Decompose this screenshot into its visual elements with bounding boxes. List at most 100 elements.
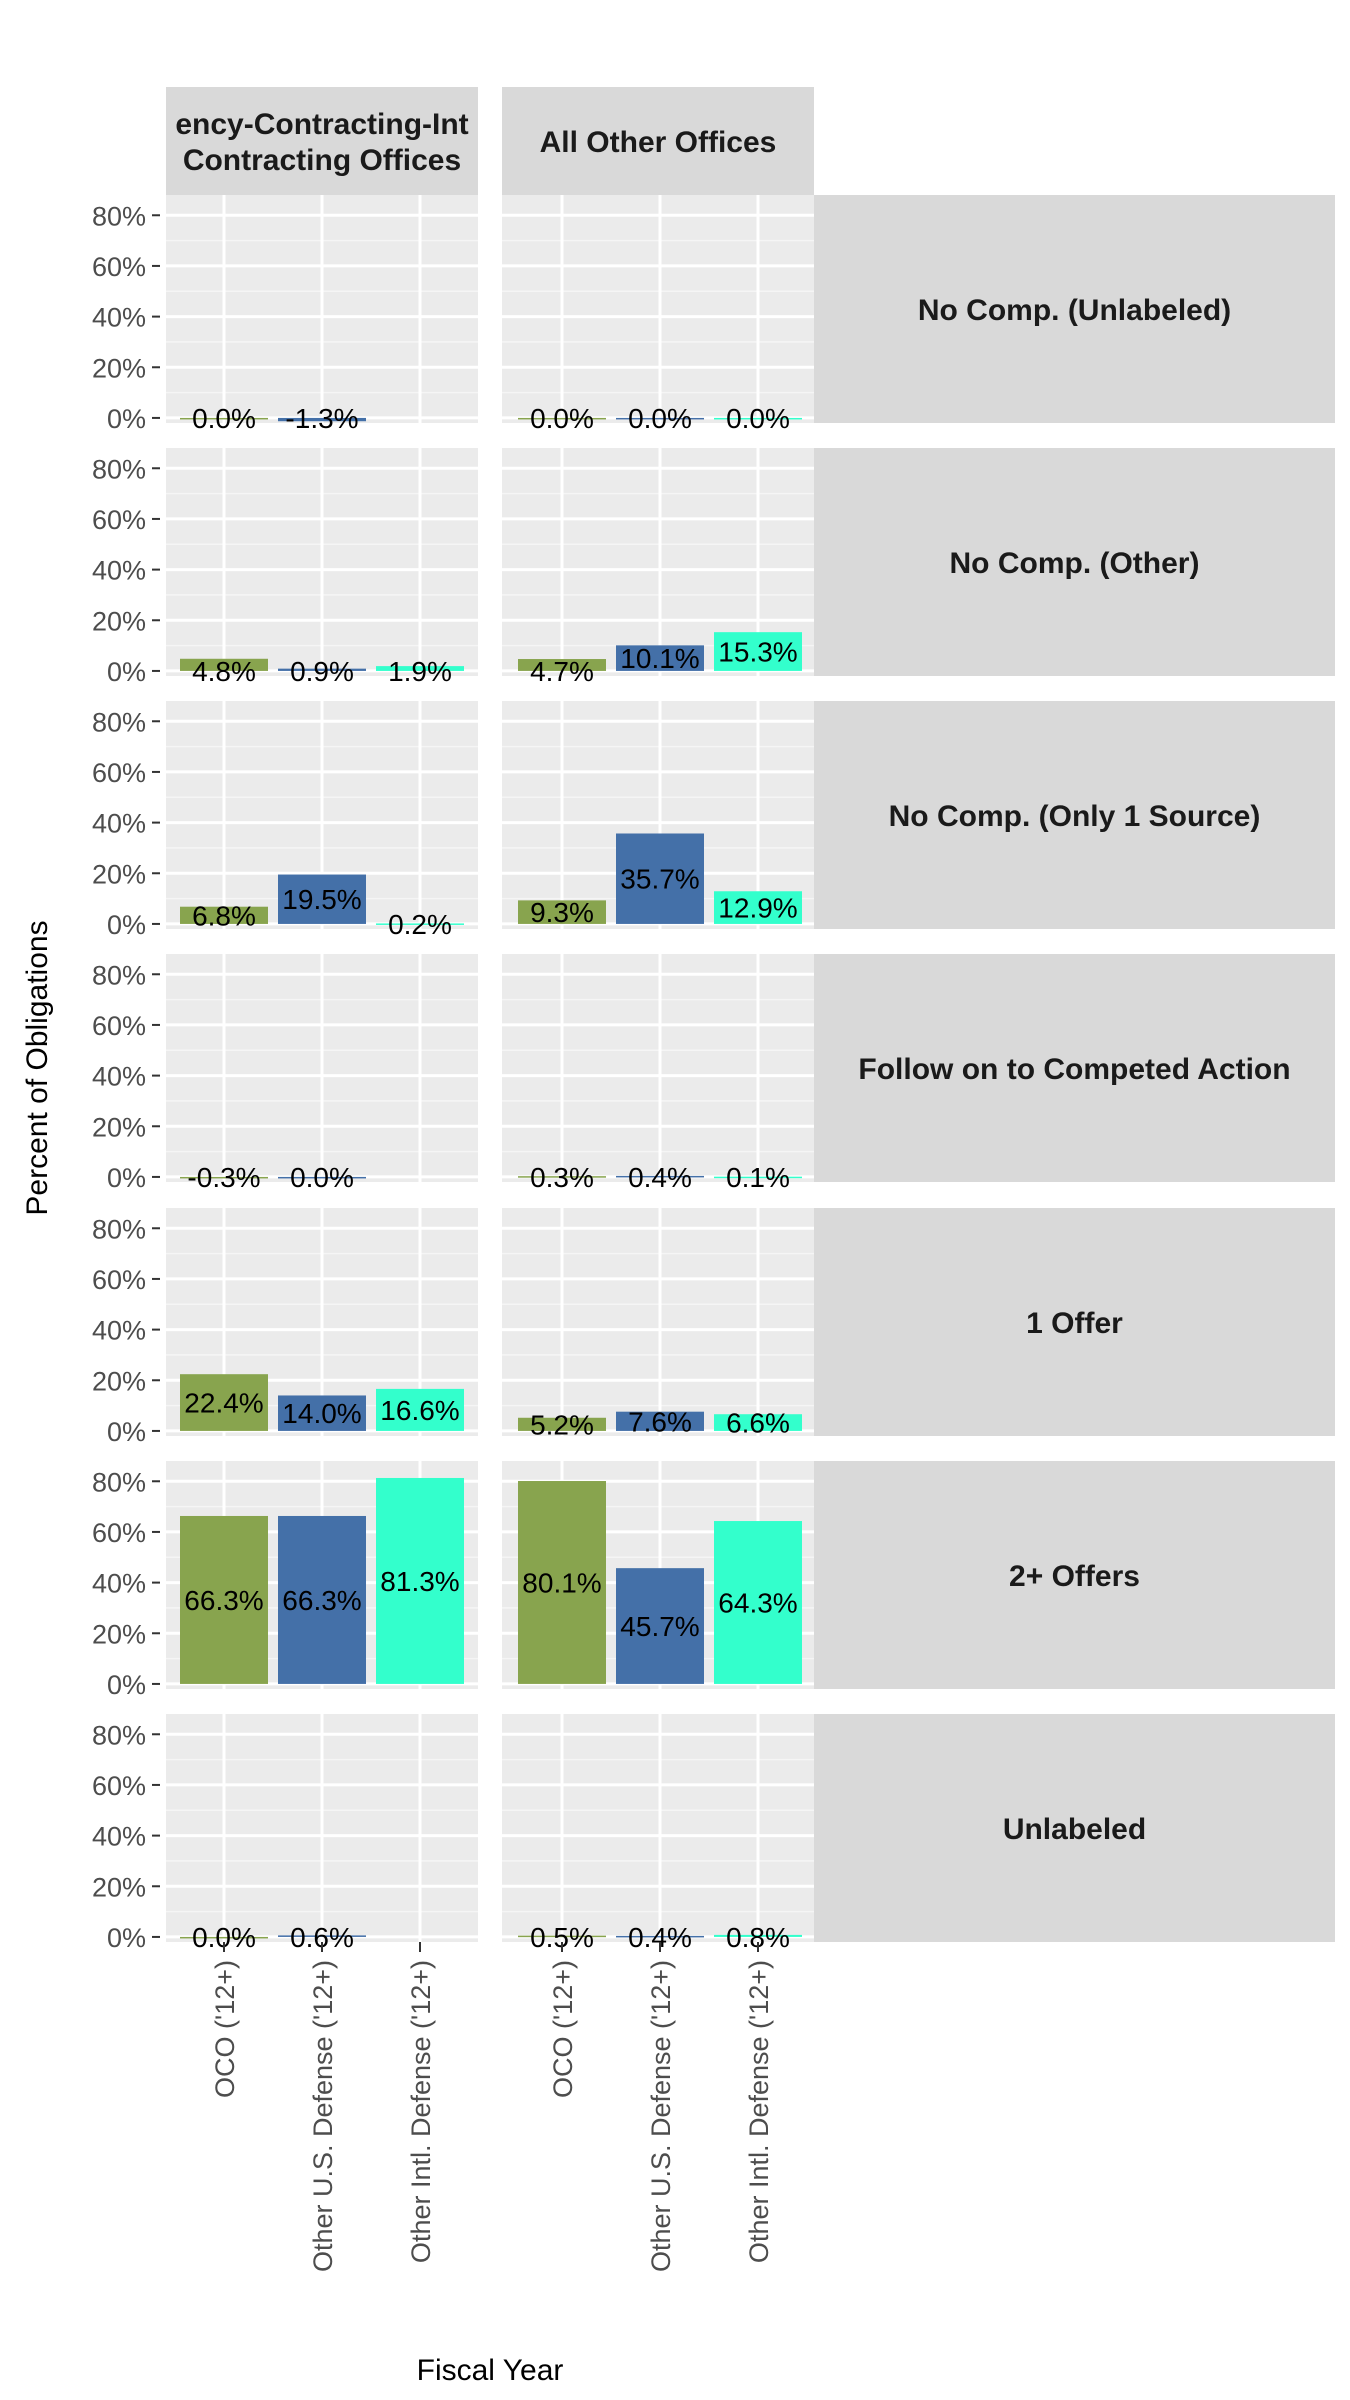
y-tick-label: 0% [107, 910, 146, 940]
data-label: 0.0% [628, 403, 692, 434]
bar [616, 1568, 704, 1684]
x-tick-label: OCO ('12+) [210, 1960, 240, 2098]
y-axis-title: Percent of Obligations [21, 920, 54, 1215]
data-label: 0.0% [192, 403, 256, 434]
bar [278, 1935, 366, 1937]
data-label: 10.1% [620, 643, 699, 674]
data-label: 0.2% [388, 909, 452, 940]
bar [714, 891, 802, 924]
data-label: 0.1% [726, 1162, 790, 1193]
bar [180, 1515, 268, 1684]
y-tick-label: 40% [92, 809, 146, 839]
data-label: 64.3% [718, 1587, 797, 1618]
y-tick-label: 0% [107, 1670, 146, 1700]
y-tick-label: 0% [107, 1417, 146, 1447]
row-strip-label: 1 Offer [1026, 1307, 1123, 1340]
column-strip-1 [502, 87, 814, 195]
y-tick-label: 40% [92, 1062, 146, 1092]
x-tick-label: Other Intl. Defense ('12+) [744, 1960, 774, 2263]
y-tick-label: 80% [92, 201, 146, 231]
data-label: -1.3% [285, 403, 358, 434]
data-label: 66.3% [282, 1585, 361, 1616]
bar [376, 1477, 464, 1684]
bar [180, 1374, 268, 1431]
data-label: 12.9% [718, 893, 797, 924]
bar [278, 874, 366, 924]
y-tick-label: 60% [92, 252, 146, 282]
bar [518, 417, 606, 420]
data-label: 9.3% [530, 897, 594, 928]
x-tick-label: Other Intl. Defense ('12+) [406, 1960, 436, 2263]
data-label: 0.0% [726, 403, 790, 434]
bar [180, 417, 268, 420]
bar [278, 1515, 366, 1684]
x-tick-label: Other U.S. Defense ('12+) [308, 1960, 338, 2272]
panel-background [502, 1208, 814, 1436]
bar [180, 1176, 268, 1179]
row-strip-label: Unlabeled [1003, 1813, 1146, 1846]
bar [278, 668, 366, 671]
y-tick-label: 20% [92, 1872, 146, 1902]
bar [518, 900, 606, 924]
y-tick-label: 60% [92, 1771, 146, 1801]
y-tick-label: 0% [107, 404, 146, 434]
bar [616, 1411, 704, 1431]
y-tick-label: 40% [92, 1822, 146, 1852]
x-tick-label: Other U.S. Defense ('12+) [646, 1960, 676, 2272]
column-strip-label: Contracting Offices [183, 144, 461, 177]
bar [376, 923, 464, 925]
bar [180, 906, 268, 924]
bar [714, 1521, 802, 1684]
column-strip-label: All Other Offices [540, 126, 777, 159]
data-label: 0.3% [530, 1162, 594, 1193]
y-tick-label: 0% [107, 1163, 146, 1193]
y-tick-label: 80% [92, 707, 146, 737]
row-strip [814, 1461, 1335, 1689]
y-tick-label: 80% [92, 1467, 146, 1497]
y-tick-label: 20% [92, 353, 146, 383]
y-tick-label: 40% [92, 1316, 146, 1346]
data-label: 4.7% [530, 656, 594, 687]
bar [714, 417, 802, 420]
x-axis-title: Fiscal Year [417, 2354, 564, 2387]
y-tick-label: 60% [92, 505, 146, 535]
y-tick-label: 80% [92, 960, 146, 990]
data-label: 80.1% [522, 1567, 601, 1598]
bar [180, 1936, 268, 1939]
data-label: 19.5% [282, 884, 361, 915]
data-label: 15.3% [718, 637, 797, 668]
bar [278, 1395, 366, 1431]
data-label: 6.6% [726, 1408, 790, 1439]
y-tick-label: 60% [92, 758, 146, 788]
data-label: 4.8% [192, 656, 256, 687]
row-strip-label: No Comp. (Only 1 Source) [889, 800, 1261, 833]
data-label: 0.4% [628, 1162, 692, 1193]
row-strip [814, 701, 1335, 929]
y-tick-label: 80% [92, 454, 146, 484]
y-tick-label: 0% [107, 1923, 146, 1953]
y-tick-label: 60% [92, 1265, 146, 1295]
column-strip-0 [166, 87, 478, 195]
data-label: 14.0% [282, 1398, 361, 1429]
bar [616, 1175, 704, 1178]
data-label: 0.0% [290, 1162, 354, 1193]
bar [616, 417, 704, 420]
y-tick-label: 20% [92, 1112, 146, 1142]
bar [714, 1934, 802, 1937]
row-strip [814, 1208, 1335, 1436]
bar [376, 1388, 464, 1431]
bar [518, 1417, 606, 1431]
bar [518, 659, 606, 671]
data-label: 7.6% [628, 1406, 692, 1437]
bar [518, 1176, 606, 1178]
bar [616, 645, 704, 671]
row-strip-label: 2+ Offers [1009, 1560, 1140, 1593]
bar [714, 1176, 802, 1179]
data-label: 45.7% [620, 1611, 699, 1642]
data-label: 1.9% [388, 656, 452, 687]
column-strip-label: ency-Contracting-Int [175, 108, 468, 141]
row-strip [814, 1714, 1335, 1942]
bar [616, 1935, 704, 1938]
y-tick-label: 80% [92, 1720, 146, 1750]
